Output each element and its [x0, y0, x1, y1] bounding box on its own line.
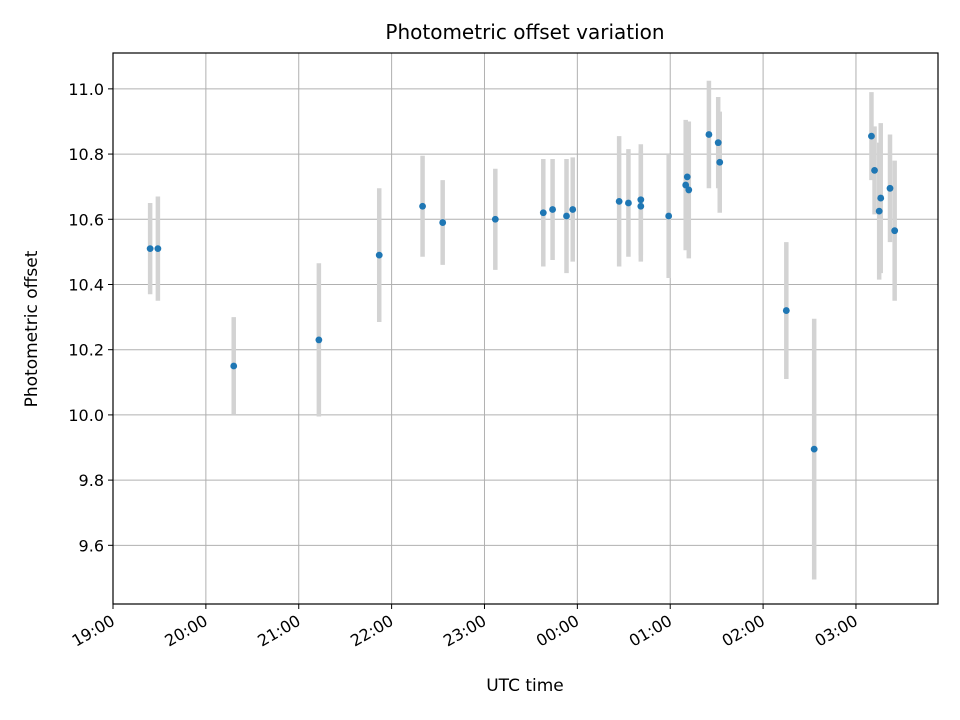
data-point: [230, 362, 238, 370]
x-tick-label: 22:00: [347, 611, 396, 651]
x-tick-label: 21:00: [254, 611, 303, 651]
data-point: [419, 202, 426, 210]
data-point: [491, 215, 499, 223]
data-point: [637, 202, 645, 210]
data-point: [683, 173, 691, 181]
data-point: [563, 212, 570, 220]
data-point: [868, 132, 875, 140]
y-tick-label: 9.8: [79, 471, 104, 490]
data-point: [375, 251, 383, 259]
y-tick-label: 10.2: [68, 341, 104, 360]
data-point: [877, 194, 885, 202]
x-tick-label: 03:00: [812, 611, 861, 651]
x-tick-label: 02:00: [719, 611, 768, 651]
data-point: [810, 445, 818, 453]
x-tick-label: 20:00: [161, 611, 210, 651]
data-point: [625, 199, 632, 207]
y-tick-label: 10.8: [68, 145, 104, 164]
data-point: [891, 227, 899, 235]
data-point: [549, 206, 556, 213]
point-layer: [146, 131, 899, 453]
data-point: [682, 181, 690, 189]
errorbar-layer: [147, 80, 897, 580]
data-point: [886, 184, 894, 192]
y-tick-label: 11.0: [68, 80, 104, 99]
data-point: [685, 186, 693, 194]
axis-layer: 19:00 20:00 21:00 22:00 23:00 00:00 01:00 02:00…: [68, 80, 861, 651]
data-point: [539, 209, 547, 217]
data-point: [569, 206, 577, 213]
data-point: [716, 158, 724, 166]
data-point: [875, 207, 883, 215]
data-point: [615, 197, 623, 205]
chart-title: Photometric offset variation: [385, 20, 664, 44]
x-tick-label: 23:00: [440, 611, 489, 651]
data-point: [154, 245, 162, 253]
data-point: [439, 219, 447, 226]
y-axis-label: Photometric offset: [22, 250, 42, 407]
data-point: [782, 307, 790, 314]
x-tick-label: 19:00: [69, 611, 118, 651]
data-point: [146, 245, 154, 253]
x-axis-label: UTC time: [486, 676, 564, 696]
x-tick-label: 00:00: [533, 611, 582, 651]
y-tick-label: 10.0: [68, 406, 104, 425]
y-tick-label: 9.6: [79, 536, 104, 555]
data-point: [714, 139, 722, 147]
x-tick-label: 01:00: [626, 611, 675, 651]
grid-layer: [112, 53, 938, 604]
data-point: [665, 212, 673, 220]
data-point: [705, 131, 713, 138]
data-point: [871, 166, 878, 174]
data-point: [637, 196, 645, 204]
data-point: [315, 336, 323, 344]
y-tick-label: 10.6: [68, 210, 104, 229]
y-tick-label: 10.4: [68, 275, 104, 294]
plot-frame: [112, 52, 939, 605]
